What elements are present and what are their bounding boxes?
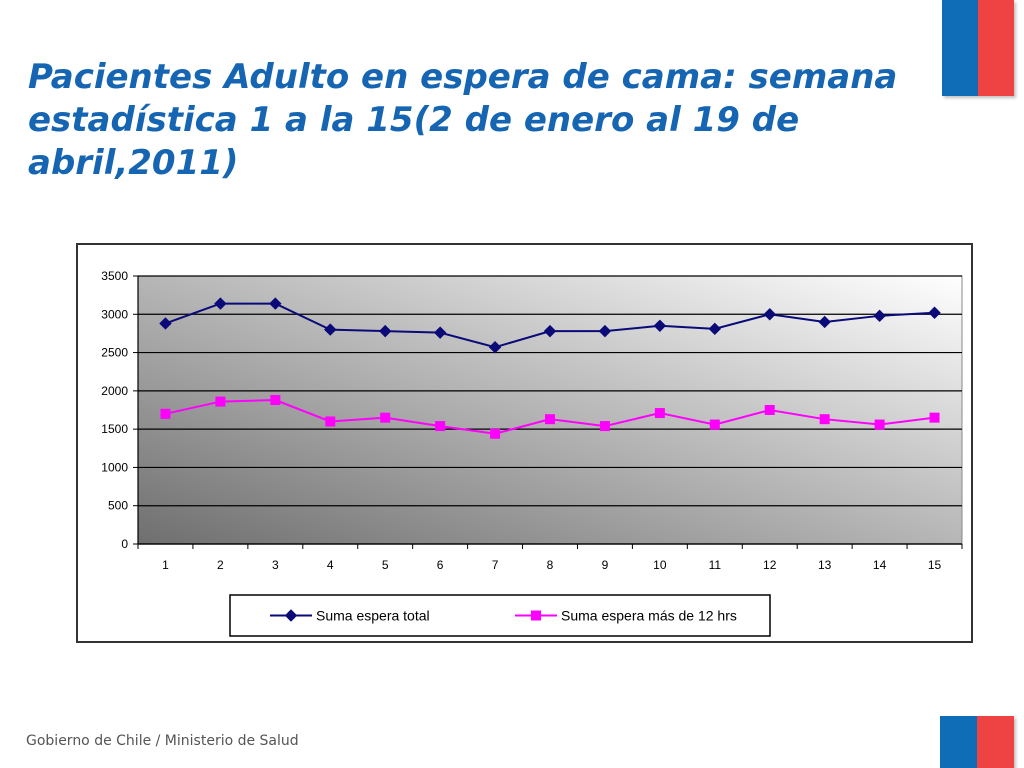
data-point-suma-espera-12hrs <box>709 419 720 430</box>
legend-marker <box>531 610 541 621</box>
data-point-suma-espera-total <box>378 324 392 338</box>
y-tick-label: 1000 <box>101 460 128 474</box>
data-point-suma-espera-12hrs <box>215 396 226 407</box>
y-tick-label: 1500 <box>101 422 128 436</box>
data-point-suma-espera-total <box>818 315 831 329</box>
data-point-suma-espera-total <box>708 322 722 336</box>
x-tick-label: 7 <box>492 558 499 572</box>
flag-blue-stripe <box>940 716 977 768</box>
chile-flag-logo <box>942 0 1014 96</box>
chart-frame: 0 500 1000 1500 2000 2500 3000 3500 1 2 3 4 5 6 7 8 9 10 1… <box>76 243 973 643</box>
data-point-suma-espera-12hrs <box>874 419 885 430</box>
x-tick-label: 11 <box>709 558 722 572</box>
y-tick-label: 3500 <box>101 269 128 283</box>
data-point-suma-espera-total <box>488 341 502 354</box>
data-point-suma-espera-total <box>159 317 172 330</box>
y-tick-label: 2000 <box>101 384 128 398</box>
legend-marker <box>284 609 298 622</box>
flag-red-stripe <box>978 0 1014 96</box>
data-point-suma-espera-12hrs <box>929 412 940 423</box>
flag-red-stripe <box>977 716 1014 768</box>
data-point-suma-espera-total <box>763 308 776 321</box>
x-tick-label: 9 <box>602 558 609 572</box>
data-point-suma-espera-12hrs <box>599 421 610 432</box>
data-point-suma-espera-total <box>269 297 282 310</box>
chart-legend <box>229 594 771 637</box>
data-point-suma-espera-12hrs <box>270 395 281 406</box>
data-point-suma-espera-total <box>324 323 337 336</box>
x-tick-label: 4 <box>327 558 334 572</box>
data-point-suma-espera-12hrs <box>819 414 830 425</box>
data-point-suma-espera-total <box>214 297 227 310</box>
data-point-suma-espera-total <box>598 324 612 338</box>
data-point-suma-espera-12hrs <box>545 414 555 425</box>
footer-text: Gobierno de Chile / Ministerio de Salud <box>26 733 299 749</box>
data-point-suma-espera-12hrs <box>325 416 336 427</box>
data-point-suma-espera-total <box>543 324 557 338</box>
legend-label-suma-espera-total: Suma espera total <box>316 608 430 624</box>
y-tick-label: 0 <box>121 537 128 551</box>
data-point-suma-espera-12hrs <box>654 408 665 419</box>
plot-area <box>137 275 963 545</box>
x-tick-label: 2 <box>217 558 224 572</box>
y-tick-label: 3000 <box>101 307 128 321</box>
x-tick-label: 15 <box>928 558 942 572</box>
x-tick-label: 13 <box>818 558 832 572</box>
data-point-suma-espera-12hrs <box>380 412 391 423</box>
x-tick-label: 5 <box>382 558 389 572</box>
chile-flag-footer-logo <box>940 716 1014 768</box>
data-point-suma-espera-total <box>873 309 886 323</box>
slide-title: Pacientes Adulto en espera de cama: sema… <box>28 57 898 183</box>
data-point-suma-espera-12hrs <box>435 421 446 432</box>
x-tick-label: 1 <box>162 558 169 572</box>
data-point-suma-espera-total <box>653 319 667 332</box>
y-tick-label: 500 <box>108 499 128 513</box>
y-tick-label: 2500 <box>101 346 128 360</box>
x-tick-label: 3 <box>272 558 279 572</box>
data-point-suma-espera-12hrs <box>764 405 775 415</box>
x-tick-label: 10 <box>653 558 667 572</box>
data-point-suma-espera-total <box>928 306 941 319</box>
flag-blue-stripe <box>942 0 978 96</box>
data-point-suma-espera-12hrs <box>490 428 501 439</box>
data-point-suma-espera-12hrs <box>160 408 171 419</box>
x-tick-label: 12 <box>763 558 777 572</box>
x-tick-label: 8 <box>547 558 554 572</box>
legend-label-suma-espera-12hrs: Suma espera más de 12 hrs <box>561 608 737 624</box>
x-tick-label: 6 <box>437 558 444 572</box>
x-tick-label: 14 <box>873 558 887 572</box>
data-point-suma-espera-total <box>433 326 447 339</box>
